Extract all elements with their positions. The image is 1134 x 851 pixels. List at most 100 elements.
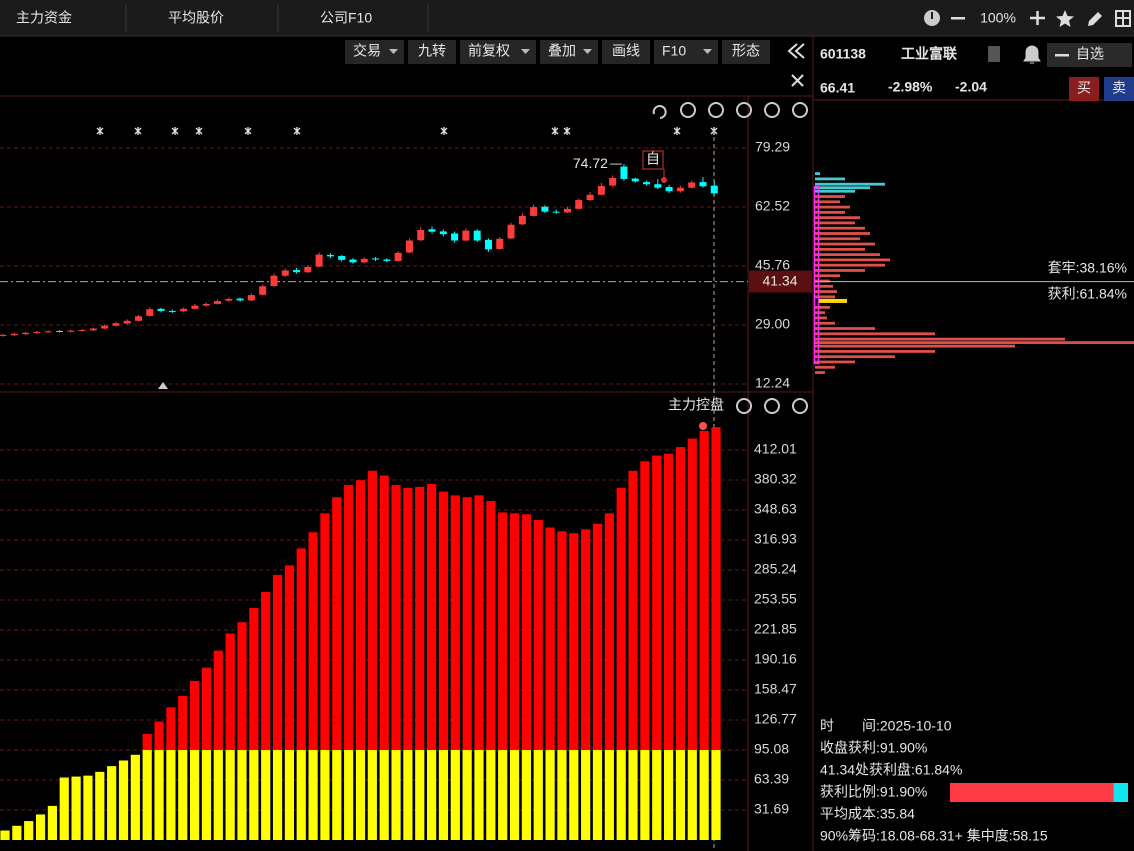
collapse-icon[interactable] [787,43,805,59]
dropdown-arrow [521,49,530,54]
bar-base [59,777,69,840]
bar-excess [474,495,484,750]
toolbar-label: 九转 [418,43,446,59]
toolbar-label: 画线 [612,43,640,59]
chip-row [815,216,860,220]
bar-base [569,749,579,840]
chip-row [815,242,875,246]
star-icon[interactable] [1056,10,1074,27]
position-marker [158,382,168,389]
panel-icon[interactable] [764,102,780,118]
bar-base [178,749,188,840]
dropdown-arrow [583,49,592,54]
chip-row [815,295,835,299]
info-badge[interactable] [988,46,1000,62]
indicator-dot [699,422,707,430]
candle-body [157,308,165,311]
bar-excess [249,607,259,750]
sell-button[interactable] [1104,77,1134,101]
bar-base [438,749,449,840]
chip-row [815,182,885,186]
close-icon[interactable] [791,74,804,87]
refresh-icon[interactable] [652,105,667,119]
bar-base [24,821,34,840]
chip-range [813,185,820,365]
candle-body [0,334,7,336]
bar-excess [355,480,366,750]
toolbar-button[interactable] [460,40,536,64]
bar-excess [391,484,401,750]
zoom-in-icon[interactable] [1030,11,1045,25]
panel-icon[interactable] [736,102,752,118]
candle-body [259,286,267,295]
chip-row [815,210,845,214]
candle-body [67,330,75,332]
bar-base [652,749,662,840]
bell-icon[interactable] [1023,45,1041,64]
candle-body [597,185,605,195]
candle-body [710,185,718,194]
chip-row [815,269,865,272]
bar-excess [166,707,176,750]
chip-row [815,237,860,241]
bar-base [154,749,164,840]
bar-base [225,749,235,840]
bar-excess [498,512,508,750]
tab-label[interactable]: 公司F10 [320,10,372,26]
y-tick-label: 12.24 [755,375,790,391]
panel-icon[interactable] [792,102,808,118]
y-tick-label: 29.00 [755,316,790,332]
panel-icon[interactable] [680,102,696,118]
bar-base [557,749,567,840]
candle-body [643,182,651,185]
chip-row [815,263,885,267]
bar-base [320,749,330,840]
candle-body [552,211,560,213]
bar-base [355,749,366,840]
y-tick-label: 348.63 [754,501,797,517]
candle-body [22,332,30,335]
candle-body [191,305,199,309]
candle-body [530,207,538,216]
panel-icon[interactable] [764,398,780,414]
candle-body [214,301,222,304]
bar-excess [462,497,472,750]
layout-icon[interactable] [1115,10,1131,27]
y-tick-label: 412.01 [754,441,797,457]
chip-row [815,247,865,251]
bar-base [83,775,93,840]
y-tick-label: 221.85 [754,621,797,637]
chip-row [815,274,840,278]
bar-base [249,749,259,840]
panel-icon[interactable] [708,102,724,118]
toolbar-button[interactable] [408,40,456,64]
panel-icon[interactable] [736,398,752,414]
candle-body [123,320,131,324]
y-tick-label: 316.93 [754,531,797,547]
chip-row [815,344,1015,348]
bar-base [0,830,10,840]
tab-label[interactable]: 平均股价 [168,10,224,26]
bar-base [450,749,460,840]
edit-icon[interactable] [1088,12,1102,26]
panel-icon[interactable] [792,398,808,414]
tab-label[interactable]: 主力资金 [16,10,72,26]
buy-button[interactable] [1069,77,1099,101]
candle-body [496,238,504,249]
candle-body [315,254,323,267]
bar-excess [581,529,591,750]
toolbar-button[interactable] [602,40,650,64]
zoom-out-icon[interactable] [951,17,965,20]
bar-excess [320,513,330,750]
candle-body [631,178,639,182]
toolbar-label: F10 [662,43,686,59]
toolbar-button[interactable] [722,40,770,64]
y-tick-label: 95.08 [754,741,789,757]
watch-label: 自选 [1076,46,1104,62]
watch-dash [1055,54,1069,57]
candle-body [180,308,188,312]
bar-excess [201,667,212,750]
chip-row [815,232,870,235]
candle-body [225,298,233,301]
info-line: 90%筹码:18.08-68.31+ 集中度:58.15 [820,828,1048,844]
